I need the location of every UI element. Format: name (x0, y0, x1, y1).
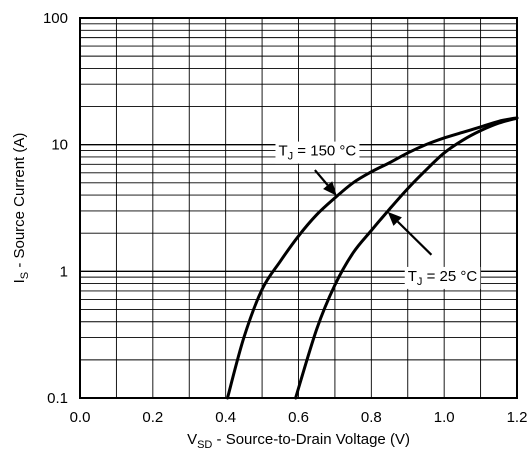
x-tick-label: 0.8 (361, 409, 382, 426)
series-curve-1 (294, 116, 519, 400)
y-tick-label: 100 (43, 10, 68, 27)
annotation-arrow-head (323, 181, 337, 196)
series-layer (225, 116, 519, 400)
x-tick-label: 0.6 (288, 409, 309, 426)
annotation-layer: TJ = 150 °C TJ = 25 °C (275, 141, 481, 289)
plot-frame (79, 17, 518, 399)
annotation-label-bg (404, 266, 481, 289)
x-tick-labels: 0.0 0.2 0.4 0.6 0.8 1.0 1.2 (70, 409, 528, 426)
x-tick-label: 1.0 (434, 409, 455, 426)
annotation-label-bg (275, 141, 360, 164)
x-axis-label: VSD - Source-to-Drain Voltage (V) (187, 431, 410, 451)
x-tick-label: 0.0 (70, 409, 91, 426)
annotation-arrow-shaft (314, 169, 329, 186)
y-axis-label: IS - Source Current (A) (11, 133, 31, 284)
grid-major (79, 17, 518, 399)
annotation-label-0: TJ = 150 °C (278, 143, 356, 163)
y-tick-label: 1 (60, 263, 68, 280)
y-tick-label: 10 (51, 137, 68, 154)
x-tick-label: 0.2 (142, 409, 163, 426)
y-tick-label: 0.1 (47, 390, 68, 407)
x-tick-label: 0.4 (215, 409, 236, 426)
y-tick-labels: 0.1 1 10 100 (43, 10, 68, 407)
x-tick-label: 1.2 (507, 409, 528, 426)
annotation-label-1: TJ = 25 °C (408, 268, 478, 288)
series-curve-0 (225, 116, 519, 400)
annotation-arrow-head (387, 211, 402, 226)
annotation-arrow-shaft (396, 220, 433, 256)
